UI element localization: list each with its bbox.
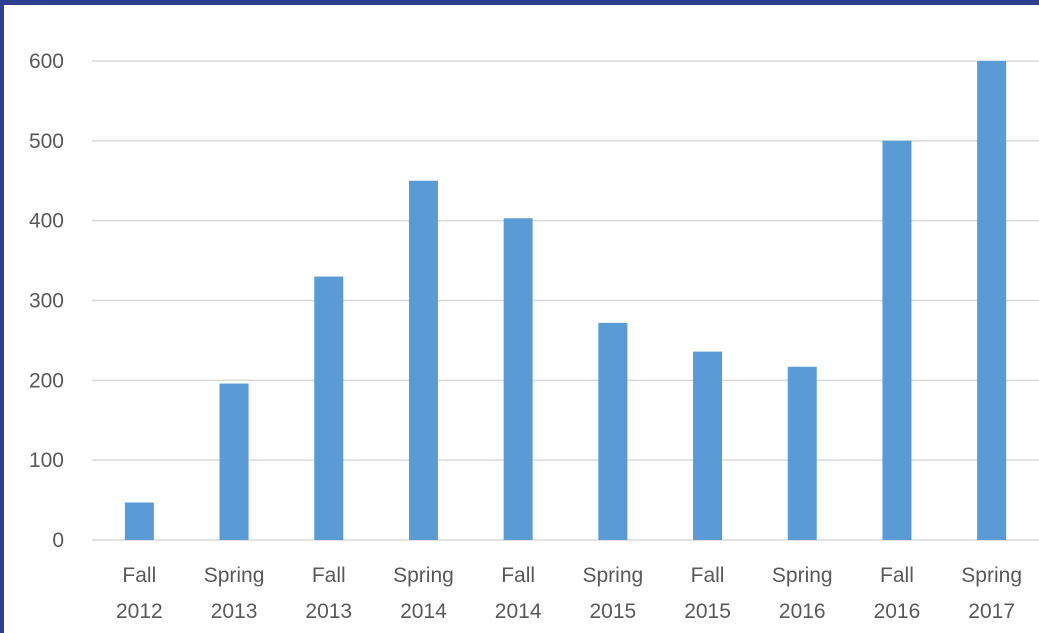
- x-tick-label-line: Spring: [582, 564, 643, 587]
- bar: [787, 366, 817, 540]
- x-tick-label-line: 2017: [968, 600, 1015, 623]
- x-tick-label-line: Spring: [961, 564, 1022, 587]
- y-tick-label: 300: [29, 290, 64, 313]
- x-tick-label-line: 2012: [116, 600, 163, 623]
- x-tick-label-line: Spring: [204, 564, 265, 587]
- y-tick-label: 100: [29, 449, 64, 472]
- bar: [977, 61, 1007, 540]
- x-tick-label-line: Fall: [501, 564, 535, 587]
- x-tick-label-line: 2013: [211, 600, 258, 623]
- x-tick-label-line: Fall: [880, 564, 914, 587]
- gridlines: [92, 60, 1039, 541]
- y-tick-label: 400: [29, 210, 64, 233]
- bar: [219, 383, 249, 540]
- x-tick-label-line: Fall: [691, 564, 725, 587]
- y-tick-label: 500: [29, 130, 64, 153]
- x-tick-label-line: 2015: [589, 600, 636, 623]
- bar: [882, 140, 912, 541]
- bar: [503, 218, 533, 540]
- x-tick-label-line: 2015: [684, 600, 731, 623]
- bar: [124, 502, 154, 540]
- x-tick-label: Fall 2013: [305, 564, 352, 623]
- x-tick-label-line: 2014: [495, 600, 542, 623]
- x-tick-label-line: Fall: [312, 564, 346, 587]
- x-tick-label: Fall 2014: [495, 564, 542, 623]
- x-tick-label-line: Spring: [393, 564, 454, 587]
- y-axis-ticks: 0 100 200 300 400 500 600: [29, 50, 64, 552]
- y-tick-label: 600: [29, 50, 64, 73]
- x-tick-label: Fall 2016: [874, 564, 921, 623]
- x-tick-label: Spring 2017: [961, 564, 1022, 623]
- bar: [598, 322, 628, 540]
- bar: [693, 351, 723, 540]
- x-tick-label: Spring 2014: [393, 564, 454, 623]
- x-tick-label-line: Spring: [772, 564, 833, 587]
- x-tick-label: Spring 2015: [582, 564, 643, 623]
- x-tick-label-line: 2016: [874, 600, 921, 623]
- bars: [124, 61, 1007, 541]
- bar: [408, 180, 438, 540]
- x-tick-label-line: Fall: [122, 564, 156, 587]
- y-tick-label: 200: [29, 369, 64, 392]
- x-tick-label: Fall 2012: [116, 564, 163, 623]
- x-tick-label-line: 2013: [305, 600, 352, 623]
- x-tick-label-line: 2016: [779, 600, 826, 623]
- x-tick-label: Spring 2013: [204, 564, 265, 623]
- x-tick-label-line: 2014: [400, 600, 447, 623]
- bar: [314, 276, 344, 540]
- x-tick-label: Spring 2016: [772, 564, 833, 623]
- x-tick-label: Fall 2015: [684, 564, 731, 623]
- y-tick-label: 0: [52, 529, 64, 552]
